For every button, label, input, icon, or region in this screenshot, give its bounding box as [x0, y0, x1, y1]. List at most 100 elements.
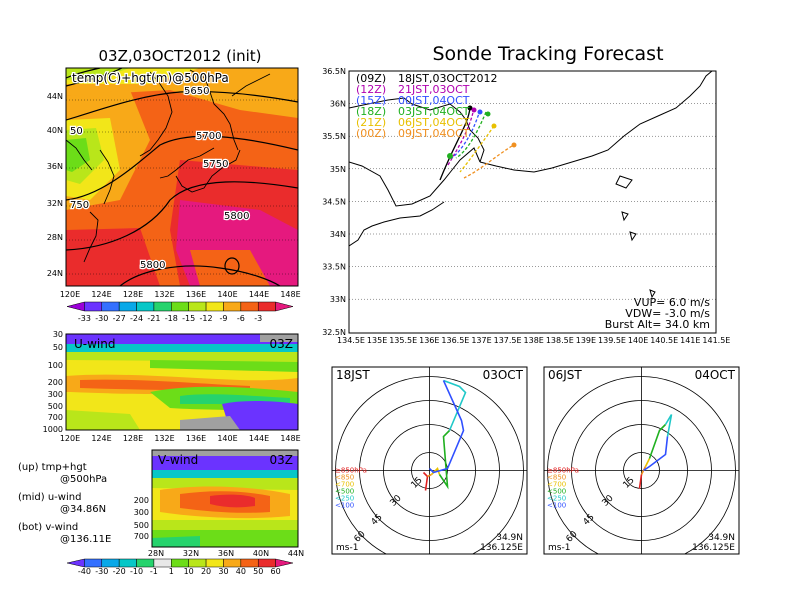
track-legend-run: (00Z): [356, 127, 386, 140]
legend-note-line: @136.11E: [60, 534, 111, 545]
top-lon-label: 140E: [217, 290, 237, 299]
u-pressure-label: 1000: [43, 425, 63, 434]
track-lon-label: 137E: [471, 336, 491, 345]
v-lat-label: 32N: [183, 549, 199, 558]
legend-note-line: @34.86N: [60, 504, 106, 515]
hodograph-rings: [332, 367, 527, 554]
hodograph-date: 03OCT: [483, 368, 524, 382]
colorbar-tick-label: -24: [130, 314, 143, 323]
v-pressure-label: 200: [134, 496, 149, 505]
colorbar-swatch: [275, 301, 294, 312]
forecast-tracks: [439, 105, 517, 181]
hodograph-unit: ms-1: [336, 543, 358, 553]
burst-altitude-param: Burst Alt= 34.0 km: [605, 318, 710, 331]
sonde-track-map: (09Z) 18JST,03OCT2012 (12Z) 21JST,03OCT (15Z…: [322, 67, 730, 345]
hodograph-trace: [638, 474, 643, 489]
hodograph-lon: 136.125E: [480, 543, 523, 553]
contour-label-5700: 5700: [196, 131, 221, 142]
track-lon-label: 140.5E: [650, 336, 678, 345]
track-lat-label: 34N: [330, 230, 346, 239]
hodograph-time: 06JST: [548, 368, 582, 382]
track-lon-label: 135.5E: [389, 336, 417, 345]
hodograph-lon: 136.125E: [692, 543, 735, 553]
colorbar-swatch: [153, 301, 172, 312]
top-lon-label: 124E: [91, 290, 111, 299]
track-lon-label: 134.5E: [337, 336, 365, 345]
hodograph-level-label: <850: [547, 474, 566, 482]
top-lon-label: 148E: [280, 290, 300, 299]
colorbar-swatch: [188, 301, 207, 312]
track-lon-label: 136E: [419, 336, 439, 345]
u-pressure-label: 500: [48, 402, 63, 411]
u-wind-label: U-wind: [74, 337, 115, 351]
top-lat-label: 36N: [47, 162, 63, 171]
hodograph-lat: 34.9N: [496, 533, 523, 543]
track-legend-run: (09Z): [356, 72, 386, 85]
hodograph-level-label: <500: [547, 488, 566, 496]
hodograph-trace: [664, 414, 673, 437]
track-legend-run: (12Z): [356, 83, 386, 96]
contour-label-5650: 5650: [184, 86, 209, 97]
colorbar-tick-label: -10: [130, 567, 143, 576]
u-pressure-label: 700: [48, 413, 63, 422]
colorbar-tick-label: 1: [169, 567, 174, 576]
colorbar-swatch: [84, 301, 103, 312]
colorbar-tick-label: -20: [113, 567, 126, 576]
track-legend-run: (15Z): [356, 94, 386, 107]
hodograph-trace: [427, 473, 432, 478]
u-lon-label: 144E: [249, 434, 269, 443]
hodograph-level-label: <500: [335, 488, 354, 496]
legend-note-line: (up) tmp+hgt: [18, 462, 87, 473]
v-lat-label: 44N: [288, 549, 304, 558]
hodograph-level-label: ≥850hPa: [335, 467, 367, 475]
contour-label-750: 750: [70, 200, 89, 211]
top-lon-label: 128E: [123, 290, 143, 299]
track-legend-time: 18JST,03OCT2012: [398, 72, 498, 85]
legend-note-line: (bot) v-wind: [18, 522, 78, 533]
u-wind-section: U-wind 03Z 30 50 100 200 300 500 700 1000 120E 1…: [43, 330, 301, 443]
track-lat-label: 33N: [330, 295, 346, 304]
track-lat-label: 36N: [330, 100, 346, 109]
colorbar-swatch: [223, 558, 242, 568]
colorbar-swatch: [171, 301, 189, 312]
u-pressure-label: 300: [48, 390, 63, 399]
track-lon-label: 137.5E: [494, 336, 522, 345]
track-lon-label: 141E: [680, 336, 700, 345]
colorbar-tick-label: -6: [237, 314, 245, 323]
track-lon-label: 139.5E: [598, 336, 626, 345]
hodograph-level-label: <700: [547, 481, 566, 489]
u-pressure-label: 200: [48, 378, 63, 387]
colorbar-swatch: [240, 558, 259, 568]
contour-label-50: 50: [70, 126, 83, 137]
colorbar-tick-label: -33: [78, 314, 91, 323]
track-grid: [349, 103, 716, 300]
u-lon-label: 132E: [154, 434, 174, 443]
track-legend-time: 06JST,04OCT: [398, 116, 470, 129]
colorbar-tick-label: 30: [218, 567, 228, 576]
track-lon-label: 138.5E: [546, 336, 574, 345]
u-lon-label: 120E: [60, 434, 80, 443]
track-lon-label: 136.5E: [441, 336, 469, 345]
vdw-param: VDW= -3.0 m/s: [625, 307, 710, 320]
colorbar-swatch: [66, 301, 85, 312]
colorbar-tick-label: -15: [182, 314, 195, 323]
coastlines: [66, 69, 271, 263]
track-lat-label: 34.5N: [322, 197, 346, 206]
colorbar-tick-label: -27: [113, 314, 126, 323]
hodograph-level-label: ≥850hPa: [547, 467, 579, 475]
track-legend-run: (21Z): [356, 116, 386, 129]
contour-label-5800-east: 5800: [224, 211, 249, 222]
colorbar-tick-label: 40: [236, 567, 246, 576]
colorbar-swatch: [84, 558, 103, 568]
colorbar-tick-label: -30: [95, 314, 108, 323]
track-legend-time: 21JST,03OCT: [398, 83, 470, 96]
v-wind-label: V-wind: [158, 453, 198, 467]
colorbar-swatch: [101, 301, 120, 312]
colorbar-tick-label: 20: [201, 567, 211, 576]
hodograph-time: 18JST: [336, 368, 370, 382]
track-coastlines: [349, 71, 713, 299]
hodograph-level-label: <250: [547, 495, 566, 503]
colorbar-tick-label: 10: [184, 567, 194, 576]
